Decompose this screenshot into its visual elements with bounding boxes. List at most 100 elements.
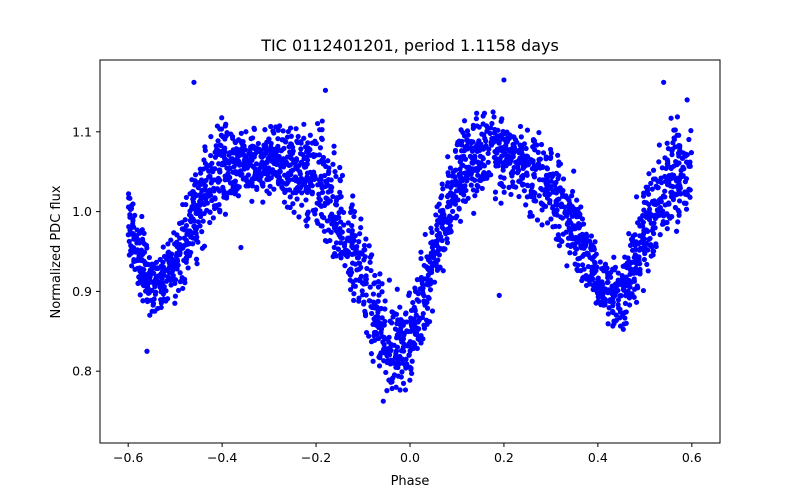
- data-point: [199, 245, 205, 251]
- y-axis-label: Normalized PDC flux: [49, 185, 64, 318]
- data-point: [580, 221, 587, 227]
- data-point: [134, 236, 141, 242]
- data-point: [626, 302, 633, 308]
- data-point: [662, 188, 668, 194]
- data-point: [149, 287, 155, 294]
- y-tick-label: 0.9: [72, 284, 92, 299]
- data-point: [454, 213, 460, 219]
- data-point: [418, 249, 424, 255]
- data-point: [349, 202, 355, 208]
- data-point: [129, 263, 135, 269]
- data-point: [461, 118, 468, 124]
- data-point: [137, 278, 143, 284]
- data-point: [553, 236, 559, 242]
- data-point: [476, 124, 482, 130]
- data-point: [215, 175, 222, 181]
- data-point: [207, 219, 213, 226]
- data-point: [228, 131, 234, 137]
- data-point: [529, 213, 535, 219]
- data-point: [425, 294, 431, 300]
- data-point: [420, 310, 426, 317]
- data-point: [495, 160, 501, 166]
- data-point: [560, 176, 567, 182]
- data-point: [460, 129, 466, 136]
- data-point: [314, 120, 321, 127]
- data-point: [619, 282, 625, 288]
- data-point: [275, 181, 282, 187]
- data-point: [475, 145, 481, 151]
- data-point: [375, 314, 381, 320]
- data-point: [434, 222, 440, 228]
- data-point: [361, 299, 367, 305]
- data-point: [469, 155, 475, 161]
- data-point: [182, 280, 188, 286]
- data-point: [572, 241, 578, 247]
- data-point: [668, 164, 674, 171]
- data-point: [470, 125, 476, 131]
- data-point: [572, 250, 578, 257]
- data-point: [131, 231, 137, 237]
- data-point: [379, 315, 385, 321]
- data-point: [268, 123, 274, 130]
- data-point: [358, 225, 364, 231]
- data-point: [386, 334, 392, 340]
- data-point: [402, 362, 408, 368]
- data-point: [342, 263, 348, 269]
- data-point: [351, 297, 357, 303]
- data-point: [660, 213, 667, 219]
- data-point: [622, 254, 628, 260]
- data-point: [569, 193, 575, 199]
- data-point: [635, 285, 641, 291]
- data-point: [290, 201, 296, 207]
- data-point: [368, 351, 375, 357]
- data-point: [424, 276, 430, 282]
- data-point: [388, 347, 394, 354]
- data-point: [369, 252, 375, 258]
- data-point: [351, 213, 357, 220]
- data-point: [375, 284, 382, 290]
- data-point: [302, 144, 309, 150]
- data-point: [468, 182, 474, 188]
- data-point: [602, 300, 608, 306]
- data-point: [358, 216, 364, 222]
- data-point: [434, 264, 440, 270]
- data-point: [381, 322, 387, 328]
- data-point: [163, 278, 170, 284]
- data-point: [525, 183, 531, 189]
- x-tick-label: −0.4: [207, 450, 237, 465]
- data-point: [617, 315, 623, 321]
- data-point: [456, 171, 462, 177]
- data-point: [285, 179, 291, 185]
- data-point: [539, 222, 545, 228]
- data-point: [510, 134, 516, 140]
- data-point: [517, 142, 523, 148]
- data-point: [650, 252, 656, 258]
- data-point: [177, 279, 183, 285]
- data-point: [585, 263, 591, 270]
- data-point: [641, 247, 647, 253]
- data-point: [275, 171, 282, 177]
- data-point: [577, 213, 583, 219]
- data-point: [309, 191, 315, 197]
- data-point: [523, 145, 529, 152]
- x-tick-label: 0.4: [588, 450, 608, 465]
- data-point: [187, 191, 193, 197]
- data-point: [170, 258, 176, 265]
- data-point: [683, 176, 690, 182]
- data-point: [372, 319, 378, 326]
- data-point: [662, 178, 669, 185]
- data-point: [686, 186, 692, 192]
- data-point: [487, 130, 493, 136]
- data-point: [140, 298, 146, 304]
- data-point: [556, 162, 562, 168]
- data-point: [555, 152, 561, 158]
- data-point: [441, 218, 447, 225]
- data-point: [492, 196, 499, 202]
- data-point: [399, 369, 405, 375]
- data-point: [539, 187, 545, 193]
- data-point: [442, 246, 448, 252]
- data-point: [452, 174, 458, 180]
- data-point: [384, 346, 390, 352]
- data-point: [634, 261, 640, 267]
- data-point: [276, 155, 283, 161]
